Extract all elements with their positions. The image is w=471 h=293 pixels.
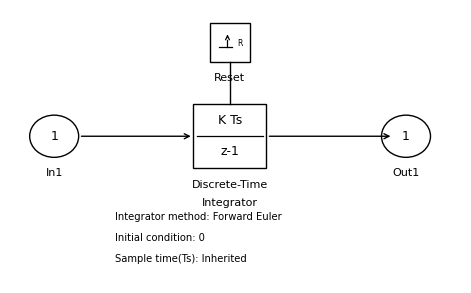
Text: Discrete-Time: Discrete-Time <box>192 180 268 190</box>
Text: 1: 1 <box>50 130 58 143</box>
Text: Initial condition: 0: Initial condition: 0 <box>115 233 205 243</box>
Text: Reset: Reset <box>214 74 245 84</box>
Text: K Ts: K Ts <box>218 114 242 127</box>
Text: R: R <box>237 40 243 48</box>
Text: Out1: Out1 <box>392 168 420 178</box>
Text: 1: 1 <box>402 130 410 143</box>
Text: Integrator: Integrator <box>202 198 258 208</box>
Text: In1: In1 <box>46 168 63 178</box>
Ellipse shape <box>30 115 79 157</box>
Text: z-1: z-1 <box>220 145 239 158</box>
Ellipse shape <box>382 115 430 157</box>
Text: Sample time(Ts): Inherited: Sample time(Ts): Inherited <box>115 254 247 264</box>
Bar <box>210 23 250 62</box>
Bar <box>193 104 267 168</box>
Text: Integrator method: Forward Euler: Integrator method: Forward Euler <box>115 212 282 222</box>
